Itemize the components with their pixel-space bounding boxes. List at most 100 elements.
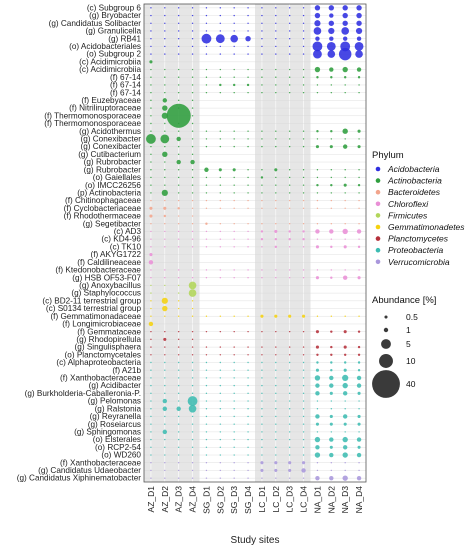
bubble [315, 414, 320, 419]
bubble [261, 330, 263, 333]
bubble [275, 192, 277, 194]
bubble [205, 276, 208, 279]
bubble [327, 50, 336, 58]
bubble [188, 404, 197, 413]
bubble [233, 346, 235, 348]
bubble [342, 20, 348, 26]
site-label: AZ_D2 [160, 486, 170, 513]
bubble [177, 169, 180, 171]
bubble [219, 176, 222, 179]
bubble [358, 238, 360, 240]
site-label: NA_D3 [340, 486, 350, 514]
bubble [275, 84, 277, 86]
bubble [176, 406, 181, 411]
bubble [233, 130, 235, 132]
bubble [204, 167, 209, 172]
bubble [247, 91, 249, 94]
bubble [288, 438, 291, 441]
bubble [205, 176, 208, 179]
bubble [164, 37, 166, 40]
bubble [150, 169, 152, 171]
bubble [315, 445, 320, 450]
bubble [288, 184, 291, 186]
bubble [302, 7, 305, 9]
bubble [302, 237, 305, 241]
bubble [356, 5, 362, 11]
taxon-label: (f) Longimicrobiaceae [62, 320, 141, 329]
bubble [233, 207, 235, 210]
bubble [191, 76, 194, 78]
bubble [329, 36, 334, 41]
bubble [343, 76, 347, 79]
bubble [205, 469, 208, 472]
bubble [177, 438, 180, 441]
bubble [177, 269, 180, 271]
bubble [177, 369, 180, 371]
bubble [164, 269, 166, 271]
bubble [150, 377, 152, 379]
taxon-label: (c) BD2-11 terrestrial group [42, 296, 141, 305]
taxon-label: (g) Cutibacterium [78, 150, 141, 159]
bubble [261, 408, 263, 410]
bubble [150, 107, 152, 109]
taxon-label: (g) Candidatus Xiphinematobacter [17, 474, 142, 483]
bubble [302, 138, 305, 140]
bubble [162, 305, 168, 312]
bubble [164, 446, 166, 449]
phylum-legend-title: Phylum [372, 150, 404, 161]
bubble [302, 446, 305, 449]
bubble [357, 245, 361, 249]
bubble [205, 477, 208, 479]
taxon-label: (f) Ktedonobacteraceae [55, 266, 141, 275]
bubble [261, 276, 263, 279]
bubble [344, 315, 346, 317]
legend-swatch [375, 201, 381, 207]
bubble [302, 199, 305, 202]
bubble [233, 462, 235, 464]
bubble [275, 423, 277, 425]
bubble [177, 99, 180, 102]
legend-swatch [375, 236, 381, 241]
bubble [188, 289, 197, 297]
bubble [316, 91, 319, 94]
bubble [177, 84, 180, 86]
taxon-label: (o) WD260 [101, 451, 141, 460]
bubble [233, 76, 235, 78]
bubble [260, 314, 264, 318]
bubble [302, 377, 305, 379]
bubble [247, 354, 249, 356]
bubble [329, 383, 334, 388]
bubble [330, 176, 333, 179]
taxon-label: (f) Gemmataceae [77, 327, 141, 336]
bubble [191, 68, 194, 71]
bubble [261, 361, 263, 364]
bubble [150, 438, 152, 441]
bubble [205, 384, 208, 387]
taxon-label: (g) Rubrobacter [84, 165, 142, 174]
bubble [219, 14, 222, 17]
bubble [177, 415, 180, 418]
bubble [261, 454, 263, 456]
bubble [301, 468, 306, 473]
bubble [341, 27, 349, 35]
bubble [191, 7, 194, 9]
bubble [232, 83, 236, 87]
bubble [261, 14, 263, 17]
size-label: 10 [406, 356, 416, 366]
bubble [330, 315, 333, 317]
bubble [205, 462, 208, 464]
bubble [261, 53, 263, 55]
bubble [150, 330, 152, 333]
bubble [150, 276, 152, 279]
bubble [150, 477, 152, 479]
taxon-label: (f) Thermomonosporaceae [44, 111, 141, 120]
bubble [247, 7, 249, 9]
bubble [330, 361, 333, 364]
bubble [177, 423, 180, 425]
bubble [329, 422, 333, 426]
bubble [219, 423, 222, 425]
taxon-label: (f) AKYG1722 [90, 250, 141, 259]
bubble [233, 415, 235, 418]
bubble [164, 438, 166, 441]
taxon-label: (f) Chitinophagaceae [65, 196, 141, 205]
